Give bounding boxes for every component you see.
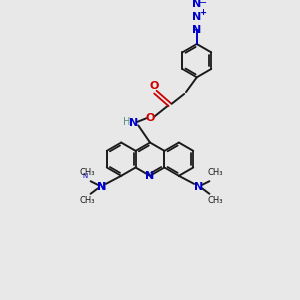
Text: CH₃: CH₃	[79, 168, 95, 177]
Text: N: N	[192, 0, 201, 9]
Text: N: N	[97, 182, 106, 192]
Text: N: N	[194, 182, 203, 192]
Text: H: H	[123, 117, 130, 127]
Text: +: +	[200, 8, 207, 17]
Text: O: O	[145, 113, 155, 123]
Text: CH₃: CH₃	[207, 196, 223, 205]
Text: N: N	[146, 171, 154, 181]
Text: N: N	[192, 25, 201, 34]
Text: N: N	[192, 12, 201, 22]
Text: CH₃: CH₃	[207, 168, 223, 177]
Text: N: N	[82, 173, 88, 179]
Text: −: −	[199, 0, 207, 8]
Text: CH₃: CH₃	[79, 196, 95, 205]
Text: N: N	[97, 182, 106, 192]
Text: N: N	[129, 118, 138, 128]
Text: O: O	[150, 81, 159, 91]
